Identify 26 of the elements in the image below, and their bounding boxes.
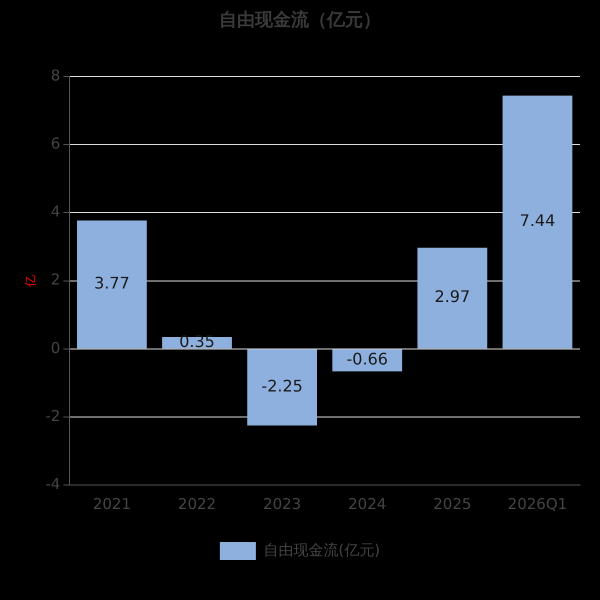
legend-label: 自由现金流(亿元)	[263, 540, 380, 559]
data-label: 7.44	[520, 211, 556, 230]
data-label: -2.25	[261, 376, 303, 396]
y-tick-label: 8	[50, 66, 60, 84]
x-tick-label: 2022	[178, 494, 216, 513]
data-label: 2.97	[434, 287, 470, 306]
x-tick-label: 2024	[348, 494, 386, 513]
data-label: 0.35	[179, 332, 215, 351]
y-tick-label: -4	[45, 474, 60, 493]
bar	[77, 220, 147, 348]
y-tick-label: 2	[50, 270, 60, 289]
data-label: 3.77	[94, 274, 130, 293]
y-tick-label: 4	[50, 202, 60, 221]
y-tick-label: 6	[50, 134, 60, 153]
data-label: -0.66	[346, 350, 388, 369]
y-tick-label: 0	[50, 338, 60, 357]
bar	[247, 349, 318, 426]
x-tick-label: 2023	[263, 494, 302, 513]
x-tick-label: 2025	[433, 494, 472, 513]
bar	[417, 248, 488, 348]
x-tick-label: 2026Q1	[508, 494, 568, 513]
y-axis-title: 亿	[23, 274, 38, 288]
chart-title: 自由现金流（亿元）	[219, 9, 381, 30]
y-tick-label: -2	[45, 406, 60, 425]
x-tick-label: 2021	[92, 494, 132, 513]
bar	[502, 96, 572, 348]
